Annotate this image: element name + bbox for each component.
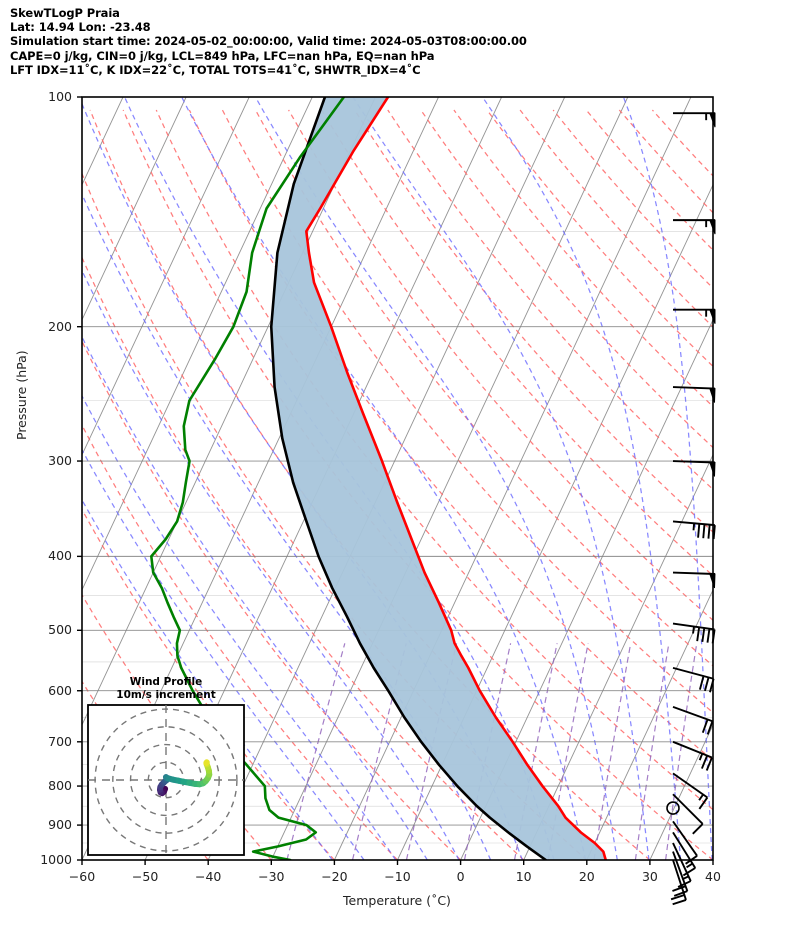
y-tick-label: 400 — [48, 548, 72, 564]
x-tick-label: 0 — [456, 869, 465, 884]
x-tick-label: 20 — [578, 869, 595, 884]
x-tick-label: 40 — [705, 869, 721, 884]
hodograph-title: Wind Profile 10m/s increment — [88, 676, 244, 701]
x-tick-label: −60 — [68, 869, 96, 884]
y-tick-label: 700 — [48, 733, 72, 749]
x-axis-label: Temperature (˚C) — [343, 893, 451, 908]
y-axis-label: Pressure (hPa) — [14, 350, 29, 440]
figure-header: SkewTLogP Praia Lat: 14.94 Lon: -23.48 S… — [10, 6, 527, 77]
y-tick-label: 100 — [48, 89, 72, 104]
y-tick-label: 1000 — [40, 852, 72, 867]
y-tick-label: 800 — [48, 778, 72, 794]
x-tick-label: 30 — [641, 869, 658, 884]
header-location: Lat: 14.94 Lon: -23.48 — [10, 20, 151, 35]
hodograph-inset — [87, 704, 245, 856]
x-tick-label: −30 — [258, 869, 285, 884]
y-tick-label: 900 — [48, 817, 72, 833]
y-tick-label: 600 — [48, 682, 72, 698]
y-tick-label: 500 — [48, 622, 72, 638]
x-tick-label: 10 — [515, 869, 532, 884]
hodograph-title-line1: Wind Profile — [129, 676, 203, 688]
y-tick-label: 200 — [48, 318, 72, 334]
header-times: Simulation start time: 2024-05-02_00:00:… — [10, 34, 527, 49]
y-tick-label: 300 — [48, 453, 72, 469]
header-indices-cape: CAPE=0 j/kg, CIN=0 j/kg, LCL=849 hPa, LF… — [10, 48, 435, 63]
header-indices-stability: LFT IDX=11˚C, K IDX=22˚C, TOTAL TOTS=41˚… — [10, 62, 421, 77]
x-tick-label: −40 — [194, 869, 222, 884]
x-tick-label: −10 — [384, 869, 411, 884]
header-title: SkewTLogP Praia — [10, 6, 120, 20]
hodograph-title-line2: 10m/s increment — [116, 688, 216, 701]
x-tick-label: −20 — [321, 869, 348, 884]
x-tick-label: −50 — [131, 869, 159, 884]
